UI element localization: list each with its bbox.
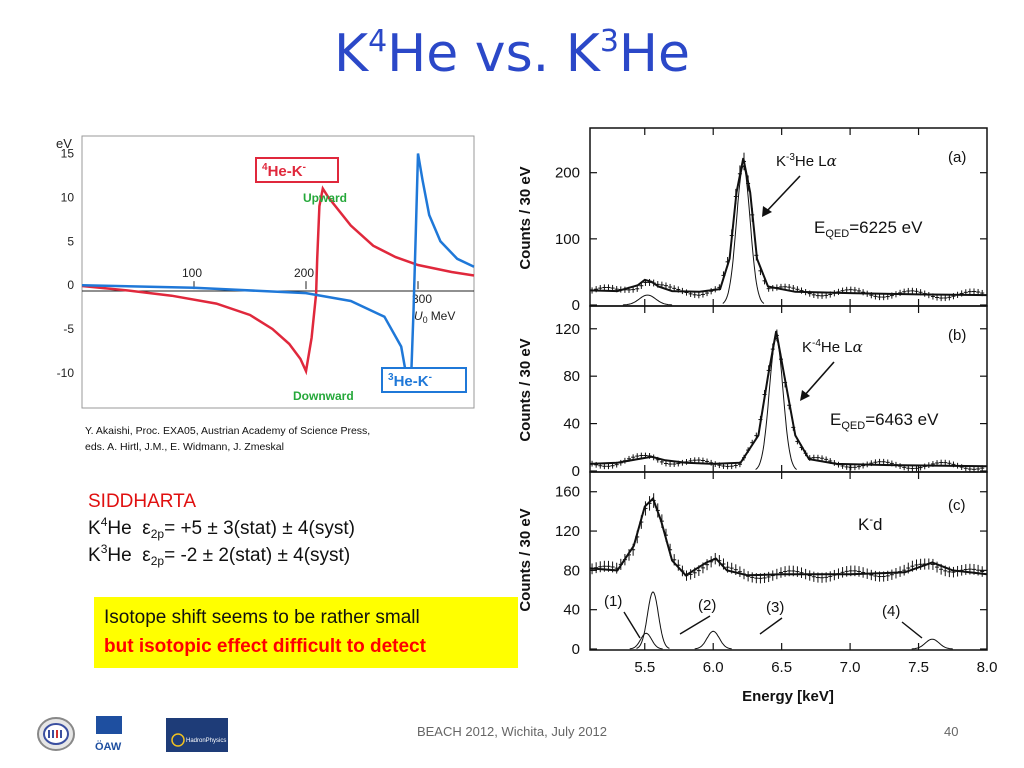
peak-leader-line <box>901 621 923 639</box>
results-heading: SIDDHARTA <box>88 491 197 512</box>
peak-leader-lines <box>623 611 923 639</box>
callout-line-2: but isotopic effect difficult to detect <box>104 636 426 657</box>
legend-4he-label: 4He-K- <box>262 162 306 180</box>
smi-logo <box>37 717 75 751</box>
callout-line-1: Isotope shift seems to be rather small <box>104 607 420 628</box>
peak-label-3: (3) <box>766 599 784 616</box>
y-tick-label: 120 <box>555 523 580 540</box>
panel-b-arrowhead <box>800 390 810 401</box>
y-tick-label: 40 <box>563 602 580 619</box>
peak-leader-line <box>679 615 711 635</box>
isotope-potential-chart: eV 15 10 5 0 -5 -10 100 200 300 4He-K- Upward 3… <box>56 135 475 409</box>
legend-4he-box <box>255 157 339 183</box>
fit-component-peak <box>755 337 797 470</box>
x-tick-label: 7.5 <box>908 659 929 676</box>
hadronphysics-logo: HadronPhysics <box>166 718 228 752</box>
xray-spectra-chart: 0 100 200 0 40 80 120 0 40 80 120 160 5.5 6.0 6.5 7.0 7.… <box>517 127 997 705</box>
footer-text: BEACH 2012, Wichita, July 2012 <box>416 724 608 739</box>
y-unit-label: eV <box>56 136 72 151</box>
x-tick-label: 7.0 <box>840 659 861 676</box>
oaw-logo: ÖAW <box>95 716 122 753</box>
panel-b-fit <box>589 330 988 468</box>
result-k4he: K4He ε2p= +5 ± 3(stat) ± 4(syst) <box>88 515 355 541</box>
x-axis-label: U0 MeV <box>414 309 455 325</box>
peak-label-1: (1) <box>604 593 622 610</box>
y-tick-label: 0 <box>572 463 580 480</box>
svg-text:ÖAW: ÖAW <box>95 740 122 753</box>
y-tick-label: 160 <box>555 484 580 501</box>
panel-b-label: (b) <box>948 327 966 344</box>
x-ticks: 100 200 300 <box>182 266 432 306</box>
peak-label-2: (2) <box>698 597 716 614</box>
y-tick-label: -5 <box>63 322 74 336</box>
y-tick-label: 120 <box>555 321 580 338</box>
peak-leader-line <box>759 617 783 635</box>
panel-c-ylabel: Counts / 30 eV <box>517 508 534 611</box>
x-tick-label: 5.5 <box>634 659 655 676</box>
annotation-upward: Upward <box>303 191 347 205</box>
panel-b-peak-label: K-4He Lα <box>802 338 863 356</box>
fit-component-peak <box>694 630 732 650</box>
panel-c-frame <box>589 471 988 651</box>
y-tick-label: 200 <box>555 165 580 182</box>
fit-components <box>622 165 953 650</box>
citation-line-1: Y. Akaishi, Proc. EXA05, Austrian Academ… <box>85 425 371 437</box>
fit-component-peak <box>636 591 670 649</box>
panel-a-arrow <box>765 175 801 213</box>
panel-b-ylabel: Counts / 30 eV <box>517 338 534 441</box>
legend-3he-box <box>381 367 467 393</box>
legend-3he-label: 3He-K- <box>388 372 432 390</box>
y-tick-label: 100 <box>555 231 580 248</box>
result-k3he: K3He ε2p= -2 ± 2(stat) ± 4(syst) <box>88 542 351 568</box>
y-tick-label: 0 <box>67 278 74 292</box>
citation-line-2: eds. A. Hirtl, J.M., E. Widmann, J. Zmes… <box>85 441 284 453</box>
fit-component-peak <box>722 165 765 304</box>
citation: Y. Akaishi, Proc. EXA05, Austrian Academ… <box>85 423 415 455</box>
panel-b-energy: EQED=6463 eV <box>830 410 939 432</box>
slide-title: K4He vs. K3He <box>333 24 691 84</box>
y-tick-label: 15 <box>61 147 75 161</box>
y-tick-label: 80 <box>563 562 580 579</box>
fit-component-peak <box>622 294 673 306</box>
y-tick-label: 40 <box>563 416 580 433</box>
y-tick-label: 0 <box>572 297 580 314</box>
sponsor-logos: ÖAW HadronPhysics <box>37 716 228 753</box>
panel-c-label: (c) <box>948 497 966 514</box>
x-tick-label: 6.0 <box>703 659 724 676</box>
y-tick-label: 0 <box>572 641 580 658</box>
page-number: 40 <box>944 724 959 739</box>
panel-a-energy: EQED=6225 eV <box>814 218 923 240</box>
x-tick-label: 200 <box>294 266 314 280</box>
fit-component-peak <box>629 632 663 650</box>
x-tick-label: 100 <box>182 266 202 280</box>
panel-a-fit <box>589 157 988 297</box>
right-axis-ticks: 0 100 200 0 40 80 120 0 40 80 120 160 5.5 6.0 6.5 7.0 7.… <box>555 128 997 676</box>
panel-a-ylabel: Counts / 30 eV <box>517 166 534 269</box>
y-tick-label: 5 <box>67 234 74 248</box>
x-axis-title: Energy [keV] <box>742 688 834 705</box>
y-ticks: 15 10 5 0 -5 -10 <box>57 147 75 380</box>
annotation-downward: Downward <box>293 389 354 403</box>
x-tick-label: 8.0 <box>977 659 998 676</box>
series-3he-curve <box>81 153 475 391</box>
y-tick-label: -10 <box>57 366 75 380</box>
x-tick-label: 300 <box>412 292 432 306</box>
svg-text:HadronPhysics: HadronPhysics <box>186 738 226 744</box>
peak-leader-line <box>623 611 641 639</box>
panel-b-arrow <box>803 361 835 397</box>
y-tick-label: 80 <box>563 368 580 385</box>
fit-component-peak <box>911 638 953 650</box>
siddharta-results: SIDDHARTA K4He ε2p= +5 ± 3(stat) ± 4(sys… <box>88 488 355 569</box>
plot-frame <box>81 135 475 409</box>
panel-c-kd-label: K-d <box>858 514 882 534</box>
panel-a-arrowhead <box>762 206 772 217</box>
peak-label-4: (4) <box>882 603 900 620</box>
panel-a-peak-label: K-3He Lα <box>776 152 837 170</box>
panel-a-label: (a) <box>948 149 966 166</box>
y-tick-label: 10 <box>61 190 75 204</box>
x-tick-label: 6.5 <box>771 659 792 676</box>
callout-box: Isotope shift seems to be rather small b… <box>94 597 518 668</box>
data-points <box>590 152 985 584</box>
